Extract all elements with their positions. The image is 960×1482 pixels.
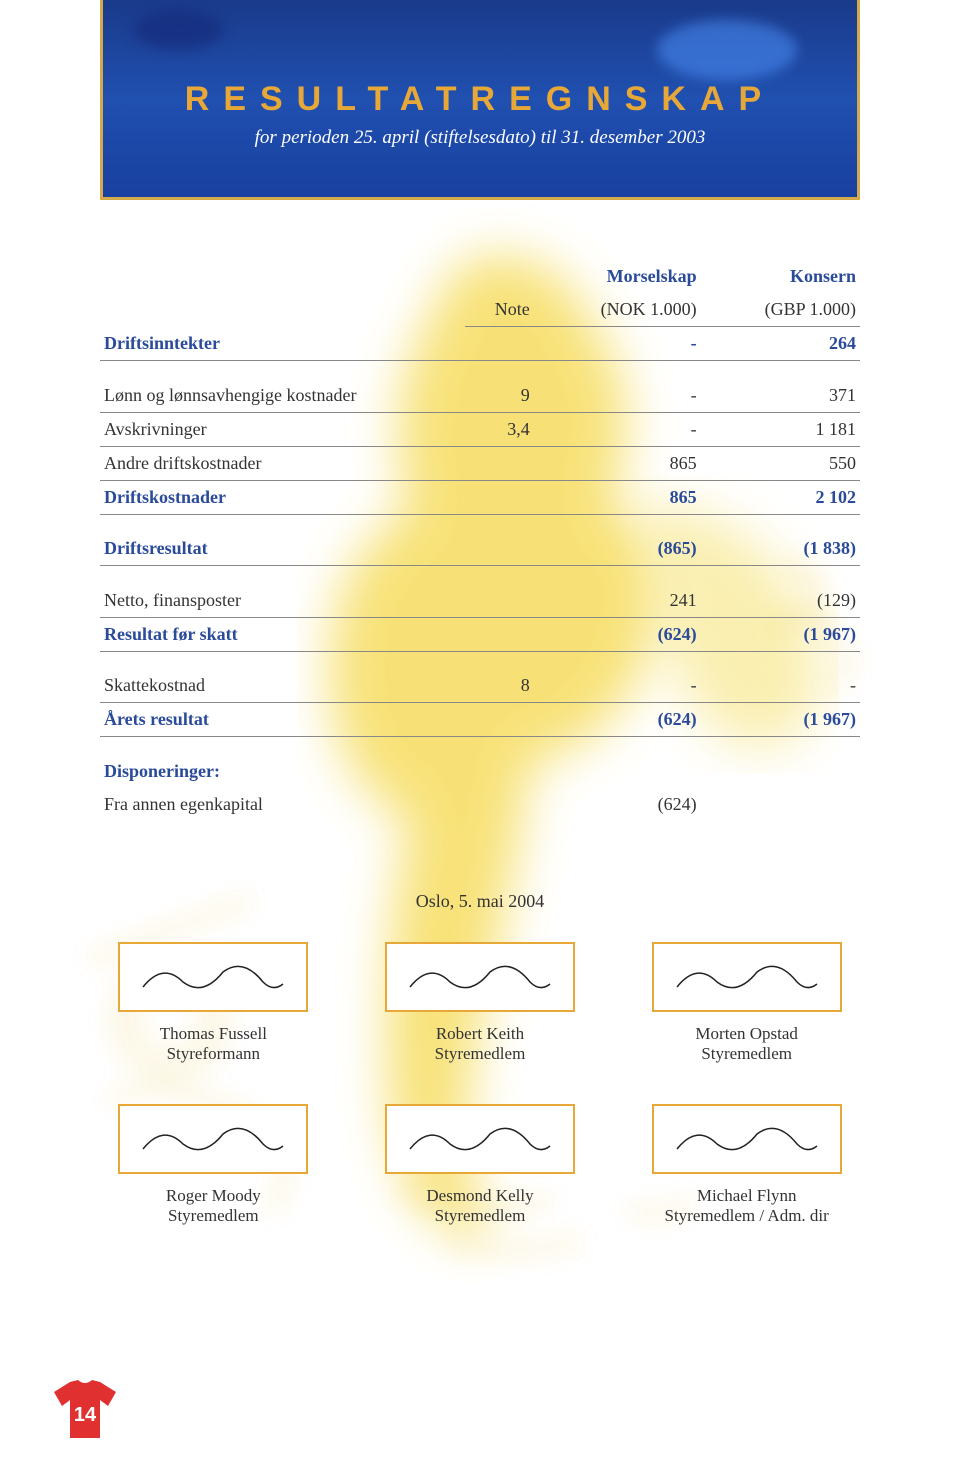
- table-cell: (624): [534, 617, 701, 651]
- signature-cell: Robert KeithStyremedlem: [367, 942, 594, 1064]
- signature-grid: Thomas FussellStyreformannRobert KeithSt…: [100, 942, 860, 1226]
- table-cell: (1 967): [701, 703, 860, 737]
- table-cell: -: [534, 379, 701, 413]
- table-cell: 865: [534, 446, 701, 480]
- table-cell: [465, 532, 534, 566]
- table-cell: Årets resultat: [100, 703, 465, 737]
- table-cell: [701, 755, 860, 788]
- table-cell: Disponeringer:: [100, 755, 465, 788]
- signatory-name: Michael Flynn: [633, 1186, 860, 1206]
- table-cell: 8: [465, 669, 534, 703]
- income-statement-table: Morselskap Konsern Note (NOK 1.000) (GBP…: [100, 260, 860, 821]
- table-cell: [465, 584, 534, 618]
- table-cell: Resultat før skatt: [100, 617, 465, 651]
- table-cell: Skattekostnad: [100, 669, 465, 703]
- signatory-role: Styreformann: [100, 1044, 327, 1064]
- table-cell: (1 838): [701, 532, 860, 566]
- table-cell: [465, 446, 534, 480]
- table-cell: [534, 755, 701, 788]
- table-cell: 264: [701, 327, 860, 361]
- table-cell: Netto, finansposter: [100, 584, 465, 618]
- signature-cell: Desmond KellyStyremedlem: [367, 1104, 594, 1226]
- table-cell: [465, 788, 534, 821]
- table-cell: Driftskostnader: [100, 480, 465, 514]
- signature-box: [652, 942, 842, 1012]
- col-header-morselskap: Morselskap: [534, 260, 701, 293]
- table-cell: -: [534, 327, 701, 361]
- signatory-role: Styremedlem / Adm. dir: [633, 1206, 860, 1226]
- signature-cell: Morten OpstadStyremedlem: [633, 942, 860, 1064]
- table-cell: -: [701, 669, 860, 703]
- signatory-name: Morten Opstad: [633, 1024, 860, 1044]
- table-cell: (1 967): [701, 617, 860, 651]
- signatory-role: Styremedlem: [367, 1206, 594, 1226]
- signatory-name: Roger Moody: [100, 1186, 327, 1206]
- signature-box: [652, 1104, 842, 1174]
- table-cell: 1 181: [701, 412, 860, 446]
- table-cell: (865): [534, 532, 701, 566]
- signature-date: Oslo, 5. mai 2004: [100, 891, 860, 912]
- signature-cell: Roger MoodyStyremedlem: [100, 1104, 327, 1226]
- signature-box: [385, 942, 575, 1012]
- table-cell: 371: [701, 379, 860, 413]
- page-number-badge: 14: [50, 1378, 120, 1442]
- content-area: Morselskap Konsern Note (NOK 1.000) (GBP…: [100, 260, 860, 1226]
- signature-box: [118, 942, 308, 1012]
- table-cell: 3,4: [465, 412, 534, 446]
- signature-box: [118, 1104, 308, 1174]
- page-number: 14: [50, 1404, 120, 1427]
- table-cell: (624): [534, 788, 701, 821]
- table-cell: [465, 755, 534, 788]
- signatory-name: Robert Keith: [367, 1024, 594, 1044]
- table-cell: Driftsinntekter: [100, 327, 465, 361]
- table-cell: [465, 327, 534, 361]
- table-cell: (129): [701, 584, 860, 618]
- table-cell: 2 102: [701, 480, 860, 514]
- table-cell: [465, 703, 534, 737]
- col-header-gbp: (GBP 1.000): [701, 293, 860, 327]
- col-header-note: Note: [465, 293, 534, 327]
- table-cell: Driftsresultat: [100, 532, 465, 566]
- header-band: RESULTATREGNSKAP for perioden 25. april …: [100, 0, 860, 200]
- table-cell: 241: [534, 584, 701, 618]
- table-cell: 9: [465, 379, 534, 413]
- table-cell: (624): [534, 703, 701, 737]
- page-title: RESULTATREGNSKAP: [103, 80, 857, 119]
- signatory-role: Styremedlem: [633, 1044, 860, 1064]
- table-cell: 865: [534, 480, 701, 514]
- col-header-konsern: Konsern: [701, 260, 860, 293]
- table-cell: [701, 788, 860, 821]
- table-cell: -: [534, 669, 701, 703]
- signatory-role: Styremedlem: [367, 1044, 594, 1064]
- col-header-nok: (NOK 1.000): [534, 293, 701, 327]
- signature-cell: Michael FlynnStyremedlem / Adm. dir: [633, 1104, 860, 1226]
- signatory-role: Styremedlem: [100, 1206, 327, 1226]
- signature-cell: Thomas FussellStyreformann: [100, 942, 327, 1064]
- signatory-name: Desmond Kelly: [367, 1186, 594, 1206]
- table-cell: Andre driftskostnader: [100, 446, 465, 480]
- table-cell: 550: [701, 446, 860, 480]
- table-cell: [465, 617, 534, 651]
- table-cell: Lønn og lønnsavhengige kostnader: [100, 379, 465, 413]
- signatory-name: Thomas Fussell: [100, 1024, 327, 1044]
- table-cell: Fra annen egenkapital: [100, 788, 465, 821]
- table-cell: -: [534, 412, 701, 446]
- table-cell: Avskrivninger: [100, 412, 465, 446]
- page-subtitle: for perioden 25. april (stiftelsesdato) …: [103, 127, 857, 149]
- signature-box: [385, 1104, 575, 1174]
- table-cell: [465, 480, 534, 514]
